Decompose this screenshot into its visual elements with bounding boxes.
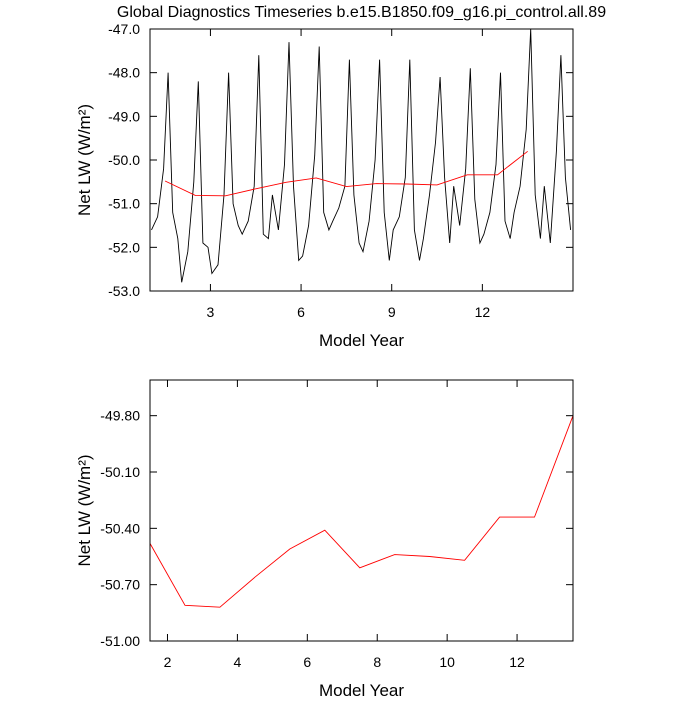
y-tick-label: -48.0 — [108, 65, 140, 81]
y-axis-label: Net LW (W/m²) — [75, 104, 94, 216]
x-tick-label: 3 — [207, 304, 215, 320]
plot-frame — [149, 379, 574, 642]
x-axis-label: Model Year — [319, 681, 404, 700]
y-tick-label: -50.0 — [108, 152, 140, 168]
y-tick-label: -50.70 — [100, 577, 140, 593]
chart-title: Global Diagnostics Timeseries b.e15.B185… — [117, 4, 606, 21]
x-tick-label: 12 — [509, 654, 525, 670]
data-line — [164, 150, 528, 197]
y-tick-label: -49.80 — [100, 408, 140, 424]
x-tick-label: 4 — [233, 654, 241, 670]
y-tick-label: -50.10 — [100, 464, 140, 480]
y-tick-label: -51.0 — [108, 196, 140, 212]
y-tick-label: -52.0 — [108, 239, 140, 255]
y-axis-label: Net LW (W/m²) — [75, 454, 94, 566]
y-tick-label: -50.40 — [100, 520, 140, 536]
data-line — [151, 28, 572, 283]
x-tick-label: 6 — [297, 304, 305, 320]
x-tick-label: 10 — [439, 654, 455, 670]
x-tick-label: 12 — [475, 304, 491, 320]
y-tick-label: -47.0 — [108, 21, 140, 37]
data-line — [149, 415, 574, 608]
y-tick-label: -53.0 — [108, 283, 140, 299]
x-axis-label: Model Year — [319, 331, 404, 350]
x-tick-label: 9 — [388, 304, 396, 320]
plot-frame — [149, 28, 574, 292]
x-tick-label: 8 — [373, 654, 381, 670]
x-tick-label: 6 — [303, 654, 311, 670]
y-tick-label: -51.00 — [100, 633, 140, 649]
y-tick-label: -49.0 — [108, 108, 140, 124]
x-tick-label: 2 — [164, 654, 172, 670]
